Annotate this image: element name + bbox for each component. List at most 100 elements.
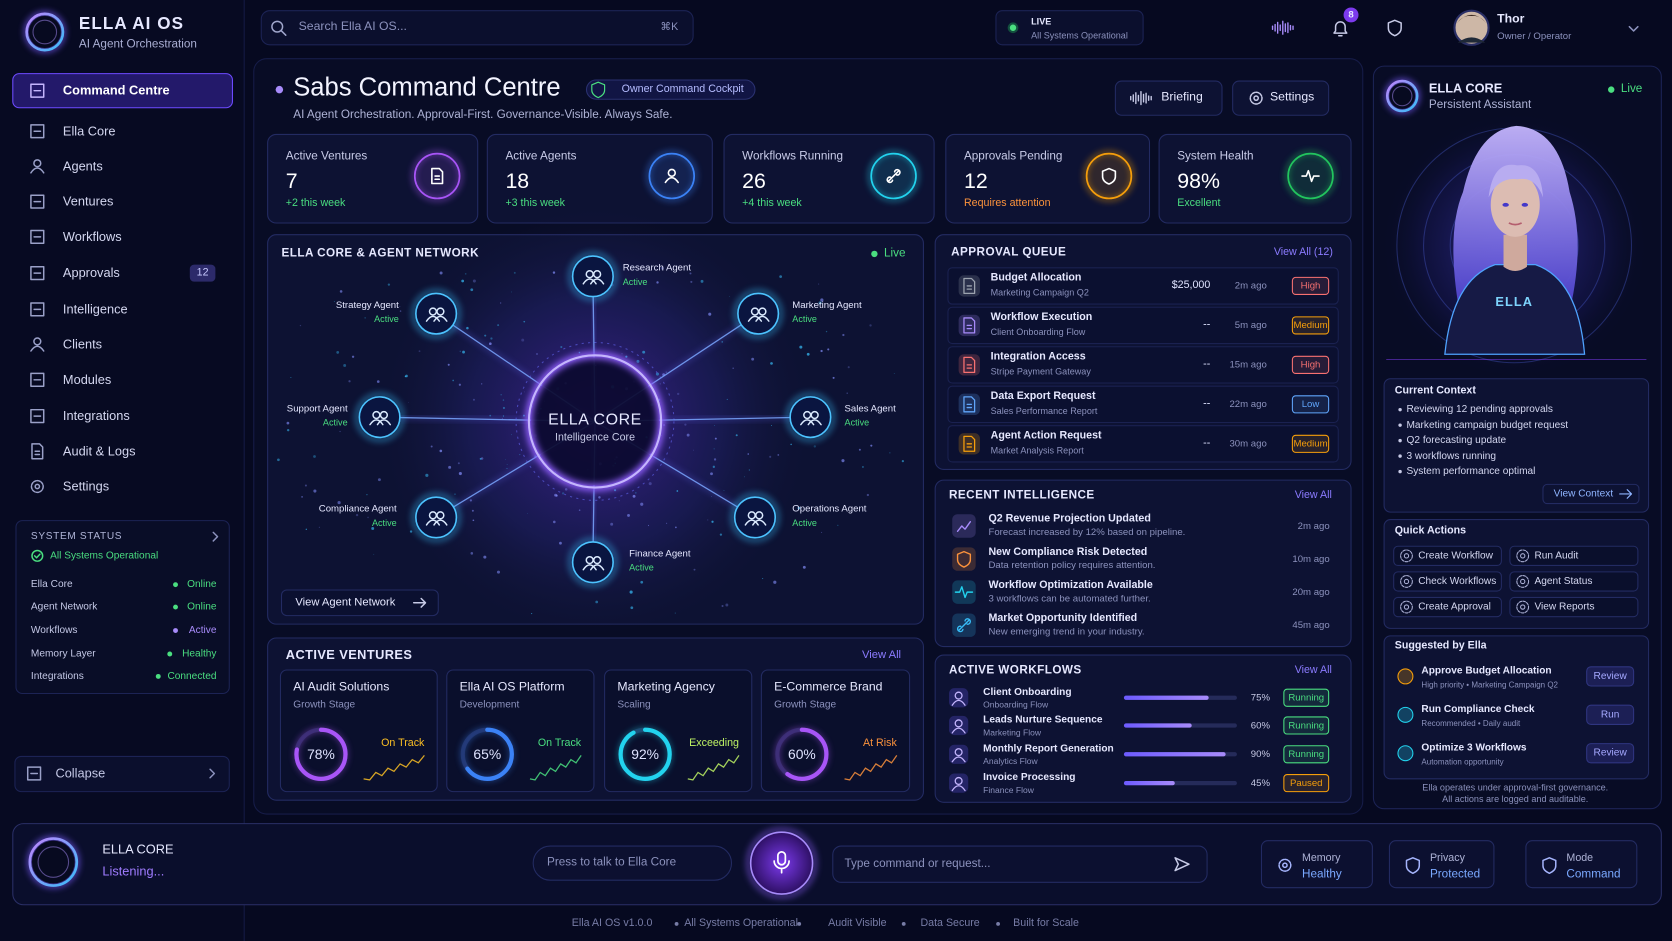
particle <box>469 499 473 502</box>
icon <box>1282 862 1288 869</box>
avatar-face <box>1490 172 1540 237</box>
core-title: ELLA CORE <box>548 410 642 429</box>
quick-action <box>1393 571 1502 592</box>
user-role: Owner / Operator <box>1497 30 1572 42</box>
quick-action-label[interactable]: Run Audit <box>1534 549 1579 562</box>
context-item: 3 workflows running <box>1406 450 1497 462</box>
icon <box>33 553 41 559</box>
collapse-button <box>14 755 230 793</box>
suggested-title: Suggested by Ella <box>1394 640 1487 652</box>
briefing-button <box>1114 80 1223 116</box>
logo-ring-inner <box>32 19 58 45</box>
suggested-action-label[interactable]: Review <box>1593 670 1627 683</box>
particle <box>511 434 512 436</box>
collapse-label[interactable]: Collapse <box>55 765 106 781</box>
briefing-label[interactable]: Briefing <box>1161 90 1203 104</box>
quick-action-label[interactable]: Create Workflow <box>1418 549 1493 562</box>
context-link[interactable]: View Context <box>1553 487 1614 500</box>
nav-item[interactable]: Workflows <box>62 229 122 245</box>
nav-item[interactable]: Ventures <box>62 193 114 209</box>
icon <box>1400 549 1413 563</box>
command-placeholder[interactable]: Type command or request... <box>844 857 991 870</box>
nav-item[interactable]: Settings <box>62 478 110 494</box>
particle <box>448 465 452 469</box>
ella-subtitle: Persistent Assistant <box>1428 98 1532 112</box>
chip-value: Healthy <box>1301 867 1342 881</box>
nav-item[interactable]: Audit & Logs <box>62 443 136 459</box>
status-dot <box>173 604 178 610</box>
logo-inner <box>28 16 61 49</box>
icon <box>1249 91 1263 105</box>
status-label: Agent Network <box>30 600 98 613</box>
particle <box>552 520 556 524</box>
approval-row <box>947 385 1339 424</box>
priority-label[interactable]: Medium <box>1293 319 1328 331</box>
particle <box>472 279 476 283</box>
quick-action-label[interactable]: Create Approval <box>1418 600 1491 613</box>
venture-name: Marketing Agency <box>617 680 715 694</box>
nav-item[interactable]: Approvals <box>62 265 120 281</box>
priority-label[interactable]: High <box>1300 280 1321 291</box>
quick-action-label[interactable]: Check Workflows <box>1418 575 1497 588</box>
ella-live: Live <box>1620 82 1643 96</box>
avatar-hair <box>1456 14 1487 24</box>
nav-item[interactable]: Command Centre <box>62 83 170 98</box>
quick-action <box>1393 545 1502 566</box>
particle <box>505 458 506 460</box>
nav-item[interactable]: Ella Core <box>62 123 116 139</box>
workflow-status: Paused <box>1289 777 1323 789</box>
suggested-action-label[interactable]: Run <box>1600 708 1620 721</box>
nav-item[interactable]: Modules <box>62 372 112 388</box>
search-placeholder[interactable]: Search Ella AI OS... <box>298 20 407 34</box>
icon <box>755 511 764 520</box>
mic-button <box>749 831 814 895</box>
particle <box>348 380 351 383</box>
quick-action <box>1509 571 1639 592</box>
particle <box>457 462 460 465</box>
particle <box>439 449 443 453</box>
particle <box>304 484 307 487</box>
nav-item[interactable]: Agents <box>62 158 103 174</box>
quick-action-label[interactable]: Agent Status <box>1534 575 1593 588</box>
live-dot <box>1009 24 1017 31</box>
avatar-label: ELLA <box>1495 294 1534 310</box>
agent-status: Active <box>844 417 870 428</box>
talk-label[interactable]: Press to talk to Ella Core <box>547 856 677 869</box>
workflow-status: Running <box>1288 748 1325 760</box>
workflow-icon-bg <box>949 773 969 793</box>
particle <box>472 398 475 401</box>
approval-item-sub: Client Onboarding Flow <box>990 326 1086 338</box>
workflow-progress-label: 75% <box>1250 691 1270 703</box>
priority-label[interactable]: Low <box>1301 398 1320 410</box>
agent-node-glow <box>411 492 461 542</box>
particle <box>496 570 500 574</box>
icon <box>1542 857 1557 874</box>
priority-label[interactable]: Medium <box>1293 438 1328 449</box>
particle <box>640 580 644 584</box>
icon <box>1516 575 1530 588</box>
intelligence-link[interactable]: View All <box>1294 489 1332 502</box>
workflows-link[interactable]: View All <box>1294 664 1332 677</box>
quick-action-label[interactable]: View Reports <box>1534 600 1595 613</box>
network-link-label[interactable]: View Agent Network <box>295 596 396 609</box>
particle <box>481 383 483 385</box>
suggested-icon <box>1397 706 1414 723</box>
particle <box>636 359 640 363</box>
icon <box>744 519 759 526</box>
nav-item[interactable]: Clients <box>62 336 103 352</box>
particle <box>399 310 402 312</box>
particle <box>459 350 462 353</box>
nav-item[interactable]: Integrations <box>62 408 130 424</box>
approval-link[interactable]: View All (12) <box>1273 246 1333 259</box>
suggested-item-sub: High priority • Marketing Campaign Q2 <box>1421 680 1559 690</box>
priority-label[interactable]: High <box>1300 359 1321 370</box>
particle <box>729 296 730 298</box>
approval-item-title: Data Export Request <box>990 390 1096 403</box>
ventures-link[interactable]: View All <box>862 648 902 662</box>
owner-badge-text: Owner Command Cockpit <box>621 83 744 95</box>
suggested-action-label[interactable]: Review <box>1593 747 1627 759</box>
icon <box>212 531 219 542</box>
nav-item[interactable]: Intelligence <box>62 301 128 317</box>
settings-label[interactable]: Settings <box>1269 90 1315 104</box>
stat-icon-glow <box>868 150 919 202</box>
